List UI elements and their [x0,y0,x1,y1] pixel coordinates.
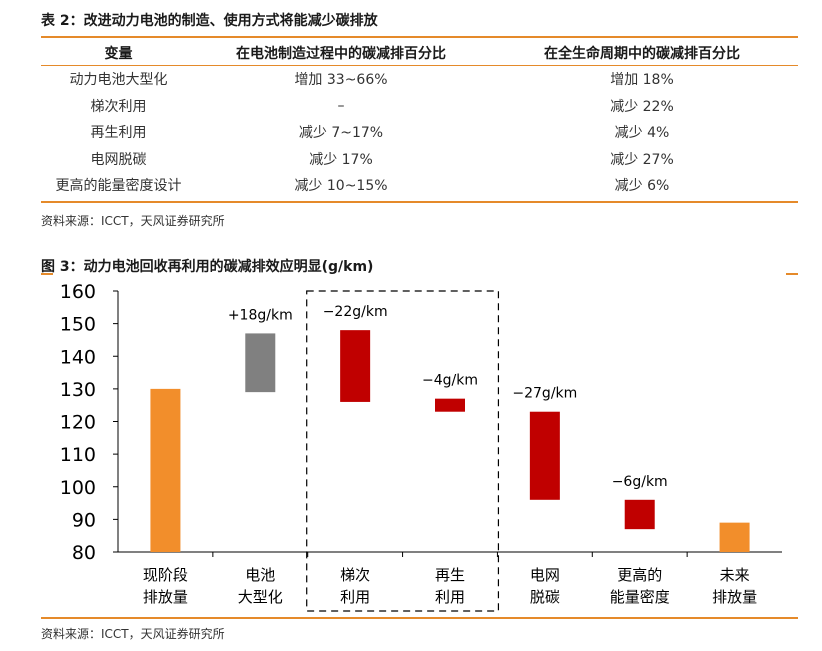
data-label: −4g/km [422,373,478,389]
table-cell: 减少 4% [614,125,670,142]
table-top-rule [41,36,798,38]
data-label: +18g/km [228,307,293,323]
bar [150,388,181,552]
table-cell: 减少 22% [610,98,674,115]
figure-caption: 图 3：动力电池回收再利用的碳减排效应明显(g/km) [41,259,374,275]
table-cell: 增加 33~66% [294,72,388,89]
category-label: 利用 [340,588,370,606]
table-cell: 增加 18% [610,72,674,89]
table-cell: 再生利用 [90,125,147,142]
data-label: −22g/km [323,304,388,320]
figure-left-tick [41,273,53,275]
bar [529,411,560,500]
table-bottom-rule [41,201,798,203]
table-cell: 电网脱碳 [90,151,147,168]
bar [719,522,750,552]
category-label: 电网 [530,566,560,584]
table-cell: – [337,97,345,114]
y-tick-label: 130 [60,379,96,401]
data-label: −6g/km [612,474,668,490]
y-tick-label: 140 [60,346,96,368]
table-row: 再生利用 减少 7~17% 减少 4% [41,119,798,146]
category-label: 现阶段 [143,566,188,584]
bar [624,499,655,530]
y-tick-label: 150 [60,314,96,336]
figure-bottom-rule [41,617,798,619]
y-tick-label: 160 [60,281,96,303]
table-row: 动力电池大型化 增加 33~66% 增加 18% [41,66,798,93]
table-cell: 动力电池大型化 [69,72,168,89]
data-label: −27g/km [512,386,577,402]
y-tick-label: 100 [60,477,96,499]
table-header-row: 变量 在电池制造过程中的碳减排百分比 在全生命周期中的碳减排百分比 [41,40,798,66]
figure-right-tick [786,273,798,275]
y-tick-label: 80 [72,542,96,564]
category-label: 梯次 [340,566,370,584]
table-cell: 减少 7~17% [298,125,384,142]
category-label: 利用 [435,588,465,606]
y-tick-label: 90 [72,509,96,531]
highlight-box [306,290,500,612]
table-source: 资料来源：ICCT，天风证券研究所 [41,214,225,228]
figure-source: 资料来源：ICCT，天风证券研究所 [41,627,225,641]
category-label: 未来 [720,566,750,584]
category-label: 脱碳 [530,588,560,606]
table-caption: 表 2：改进动力电池的制造、使用方式将能减少碳排放 [41,13,378,29]
table-cell: 减少 17% [309,151,373,168]
category-label: 能量密度 [610,588,670,606]
table-cell: 减少 10~15% [294,178,388,195]
category-label: 排放量 [712,588,757,606]
table-row: 电网脱碳 减少 17% 减少 27% [41,146,798,173]
category-label: 电池 [245,566,275,584]
category-label: 再生 [435,566,465,584]
table-header-variable: 变量 [104,45,133,62]
table-cell: 减少 6% [614,178,670,195]
bar [435,398,465,412]
bar [245,333,276,393]
table-header-lifecycle: 在全生命周期中的碳减排百分比 [544,45,740,62]
y-tick-label: 110 [60,444,96,466]
table-cell: 减少 27% [610,151,674,168]
category-label: 更高的 [617,566,662,584]
table-row: 梯次利用 – 减少 22% [41,93,798,120]
y-tick-label: 120 [60,412,96,434]
category-label: 大型化 [238,588,283,606]
bar [340,330,371,402]
table-cell: 更高的能量密度设计 [55,178,182,195]
table-header-manufacturing: 在电池制造过程中的碳减排百分比 [236,45,446,62]
emission-table: 变量 在电池制造过程中的碳减排百分比 在全生命周期中的碳减排百分比 动力电池大型… [41,40,798,199]
table-row: 更高的能量密度设计 减少 10~15% 减少 6% [41,172,798,199]
category-label: 排放量 [143,588,188,606]
table-cell: 梯次利用 [90,98,147,115]
